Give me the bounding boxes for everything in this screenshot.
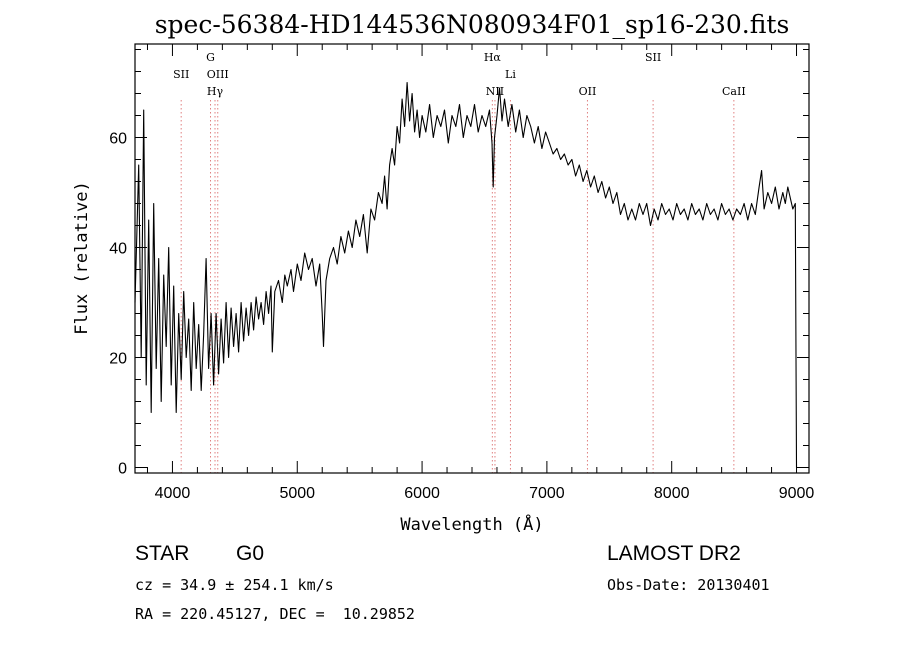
spectrum-line bbox=[134, 81, 798, 468]
redshift-cz: cz = 34.9 ± 254.1 km/s bbox=[135, 576, 334, 594]
observation-date: Obs-Date: 20130401 bbox=[607, 576, 770, 594]
x-tick-labels: 4000 5000 6000 7000 8000 9000 bbox=[155, 485, 815, 502]
x-tick-label: 9000 bbox=[779, 485, 815, 502]
x-tick-label: 7000 bbox=[529, 485, 565, 502]
y-tick-label: 0 bbox=[118, 461, 127, 478]
x-axis-label: Wavelength (Å) bbox=[400, 513, 543, 535]
spectral-line-label: SII bbox=[645, 51, 661, 64]
chart-title: spec-56384-HD144536N080934F01_sp16-230.f… bbox=[155, 10, 790, 39]
spectral-line-label: OIII bbox=[207, 68, 229, 81]
y-tick-label: 40 bbox=[109, 241, 127, 258]
y-axis-label: Flux (relative) bbox=[72, 181, 92, 335]
axis-ticks bbox=[135, 44, 809, 473]
spectral-line-label: SII bbox=[173, 68, 189, 81]
x-tick-label: 5000 bbox=[279, 485, 315, 502]
x-tick-label: 6000 bbox=[404, 485, 440, 502]
object-class: STAR bbox=[135, 542, 190, 565]
spectral-line-label: Hα bbox=[484, 51, 502, 64]
spectral-line-label: CaII bbox=[722, 85, 746, 98]
spectral-line-label: OII bbox=[579, 85, 597, 98]
spectral-line-markers bbox=[180, 100, 735, 473]
x-tick-label: 8000 bbox=[654, 485, 690, 502]
spectral-line-label: G bbox=[206, 51, 215, 64]
x-tick-label: 4000 bbox=[155, 485, 191, 502]
object-subclass: G0 bbox=[236, 542, 265, 565]
spectral-line-label: Li bbox=[505, 68, 516, 81]
y-tick-labels: 0 20 40 60 bbox=[109, 131, 127, 478]
plot-frame bbox=[134, 43, 810, 474]
y-tick-label: 60 bbox=[109, 131, 127, 148]
y-tick-label: 20 bbox=[109, 351, 127, 368]
spectral-line-label: Hγ bbox=[207, 85, 224, 98]
ra-dec-coordinates: RA = 220.45127, DEC = 10.29852 bbox=[135, 605, 415, 623]
spectral-line-label: NII bbox=[486, 85, 504, 98]
survey-name: LAMOST DR2 bbox=[607, 542, 741, 565]
